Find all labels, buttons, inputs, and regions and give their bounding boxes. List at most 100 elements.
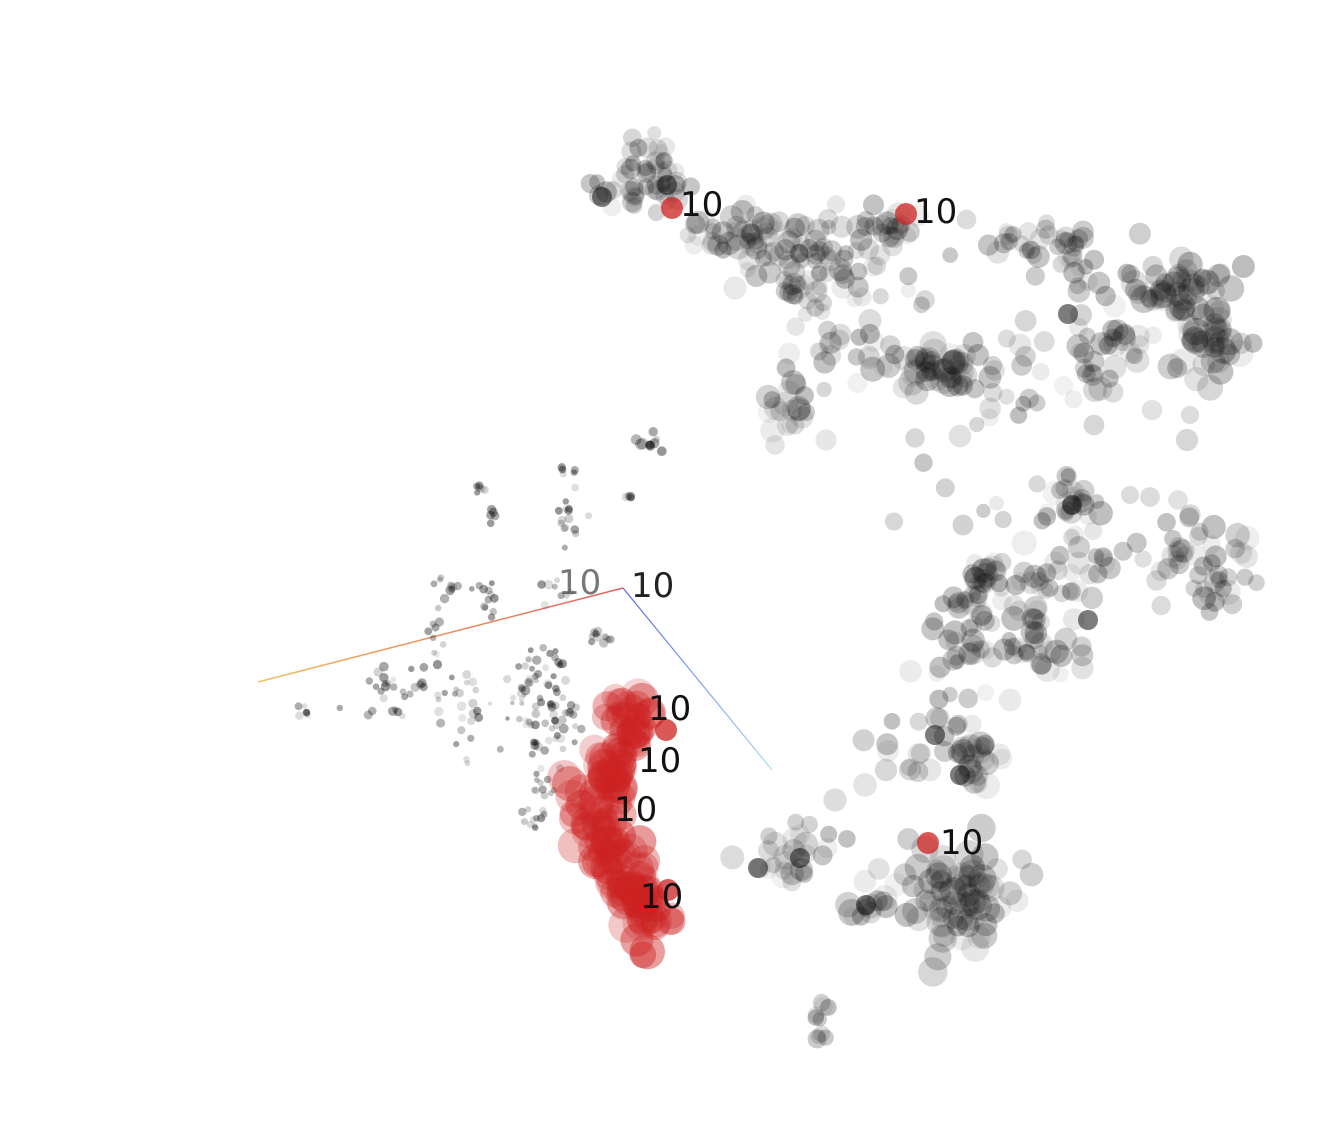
scatter-point [986,858,1008,880]
scatter-point [895,203,917,225]
scatter-point [1093,547,1113,567]
scatter-point [952,375,973,396]
scatter-point [758,840,780,862]
scatter-point [786,317,805,336]
scatter-point [605,884,640,918]
scatter-point [929,689,949,709]
scatter-point [835,891,861,918]
scatter-point [1050,644,1073,668]
scatter-point [838,245,854,261]
scatter-point [1084,521,1103,541]
scatter-point [609,837,636,864]
scatter-point [1102,355,1127,380]
scatter-point [379,694,388,703]
scatter-point [828,258,852,282]
scatter-point [856,895,876,915]
scatter-point [475,481,484,490]
scatter-point [557,515,567,525]
scatter-point [857,238,879,260]
scatter-point [531,739,539,746]
scatter-point [463,679,470,686]
scatter-point [958,688,978,709]
scatter-point [624,690,651,718]
scatter-point [647,156,665,175]
scatter-point [648,427,658,437]
scatter-point [518,807,527,817]
scatter-point [1055,479,1074,498]
scatter-point [623,888,660,924]
scatter-point [657,175,677,195]
scatter-point [989,574,1009,593]
scatter-point [819,264,836,282]
scatter-point [915,290,935,310]
scatter-point [907,743,930,765]
scatter-point [557,715,567,725]
scatter-point [989,495,1004,511]
scatter-point [1050,545,1070,565]
scatter-point [1010,572,1030,591]
scatter-point [748,858,768,878]
scatter-point [590,808,620,837]
scatter-point [1193,268,1212,288]
scatter-point [1113,323,1136,345]
scatter-point [978,557,998,577]
scatter-point [1096,332,1116,352]
scatter-point [810,265,828,282]
scatter-point [920,338,948,366]
scatter-point [872,885,898,911]
scatter-point [606,687,638,718]
scatter-point [971,604,993,627]
scatter-point [435,604,442,612]
scatter-point [635,875,664,904]
scatter-point [799,238,819,259]
scatter-point [617,716,647,746]
scatter-point [811,262,830,281]
scatter-point [940,343,962,365]
scatter-point [431,649,438,656]
scatter-point [1167,550,1188,570]
scatter-point [1071,636,1092,657]
scatter-point [1088,564,1108,584]
scatter-point [685,214,706,235]
scatter-point [949,654,965,670]
scatter-point [777,380,800,403]
scatter-point [477,484,486,493]
scatter-point [1083,350,1105,372]
scatter-point [781,400,803,421]
scatter-point [1057,245,1081,269]
scatter-point [540,746,549,755]
scatter-point [928,924,957,953]
scatter-point [1088,376,1113,401]
scatter-point [1180,405,1200,425]
scatter-point [613,871,648,905]
scatter-point [972,736,991,755]
scatter-point [794,386,814,406]
scatter-point [1197,295,1225,322]
scatter-point [965,615,983,634]
scatter-point [948,743,968,764]
scatter-point [686,210,710,234]
scatter-point [645,440,654,450]
scatter-point [1021,240,1041,260]
axes: 10 10 [257,312,773,771]
scatter-point [519,700,525,706]
scatter-point [1180,332,1199,351]
scatter-point [956,209,977,230]
scatter-point [782,284,803,305]
scatter-point [622,904,659,941]
scatter-point [531,702,540,711]
scatter-point [561,675,570,685]
scatter-point [765,856,782,874]
scatter-point [628,874,660,906]
scatter-point [608,749,637,778]
scatter-point [945,631,966,652]
scatter-point [865,217,885,237]
scatter-point [1068,229,1089,249]
scatter-point [956,913,980,938]
scatter-point [1150,279,1172,301]
scatter-point [807,218,830,241]
scatter-point [1198,321,1226,349]
scatter-point [856,211,875,230]
scatter-point [1103,331,1129,357]
